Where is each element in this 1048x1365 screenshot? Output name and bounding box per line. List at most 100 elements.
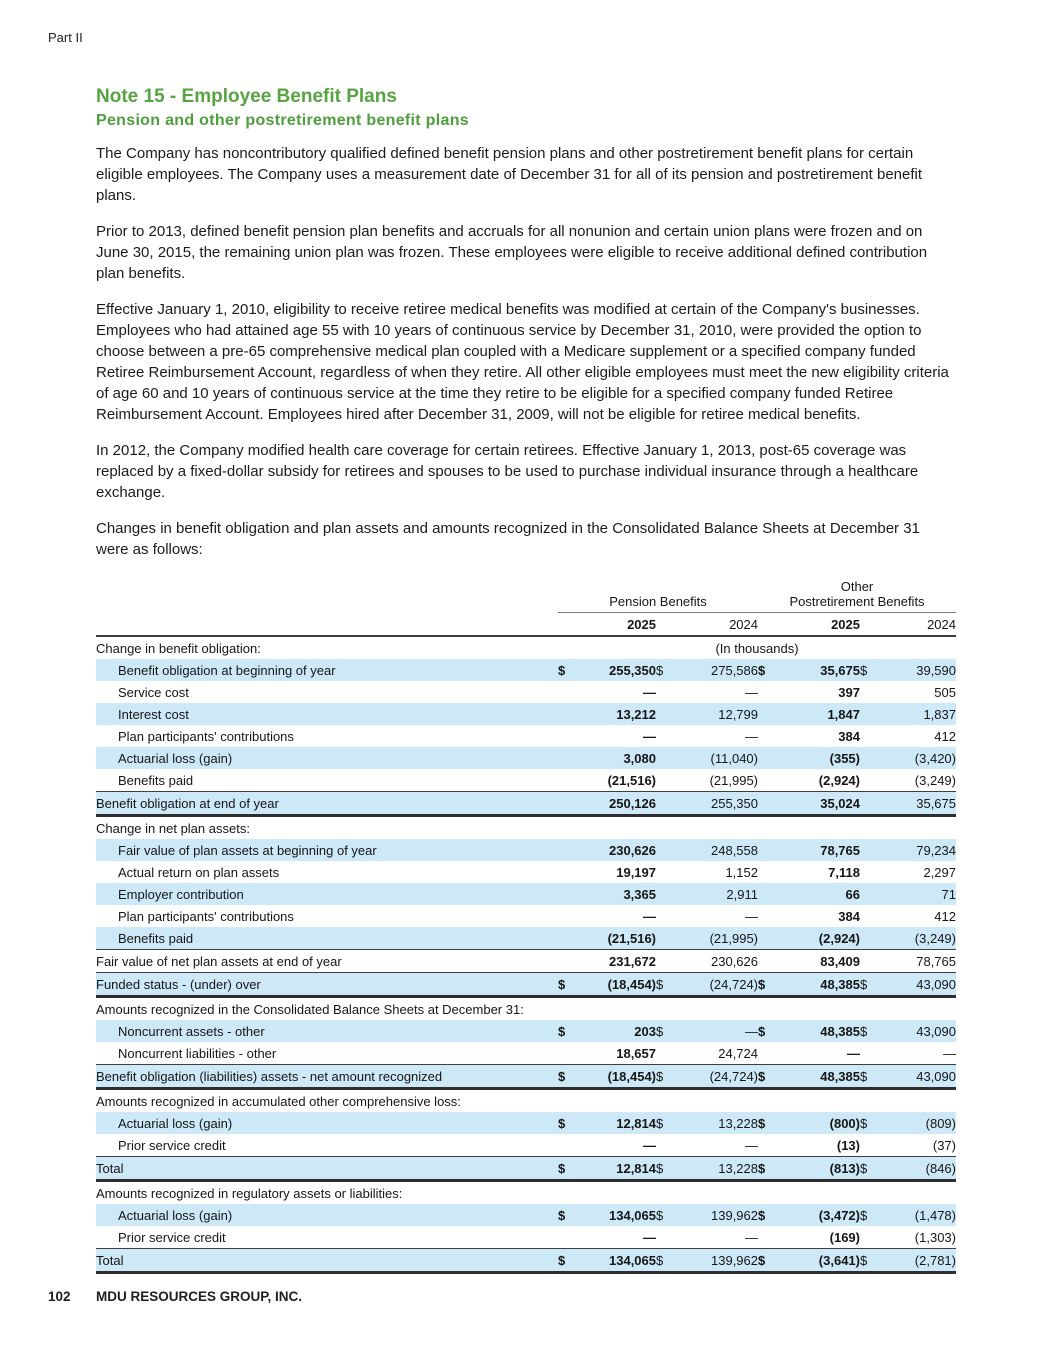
value-cell: 139,962	[682, 1248, 758, 1274]
row-label: Total	[96, 1156, 558, 1182]
value-cell: 3,080	[580, 747, 656, 769]
table-row: Total $134,065 $139,962 $ (3,641) $ (2,781)	[96, 1248, 956, 1274]
value-cell: —	[943, 1046, 956, 1061]
value-cell: 12,814	[580, 1112, 656, 1134]
currency-symbol-cell: $	[860, 1064, 886, 1090]
value-cell: (3,249)	[886, 927, 956, 950]
currency-symbol-cell	[860, 725, 886, 747]
table-row: Fair value of net plan assets at end of …	[96, 949, 956, 973]
value-cell: 24,724	[718, 1046, 758, 1061]
empty-cell	[558, 816, 956, 840]
value-cell: 48,385	[784, 972, 860, 998]
currency-symbol-cell	[860, 927, 886, 950]
value-cell: 250,126	[580, 791, 656, 817]
value-cell: (800)	[784, 1112, 860, 1134]
currency-symbol-cell	[758, 905, 784, 927]
currency-symbol-cell	[860, 791, 886, 817]
currency-symbol-cell	[758, 1134, 784, 1157]
value-cell: 505	[934, 685, 956, 700]
row-label: Total	[96, 1248, 558, 1274]
part-label: Part II	[48, 30, 83, 45]
value-cell: (3,472)	[784, 1204, 860, 1226]
value-cell: (809)	[886, 1112, 956, 1134]
currency-symbol-cell	[758, 703, 784, 725]
value-cell: 48,385	[784, 1064, 860, 1090]
value-cell: —	[847, 1046, 860, 1061]
benefit-obligation-table: Pension Benefits Other Postretirement Be…	[96, 575, 956, 1274]
currency-symbol-cell	[656, 861, 682, 883]
paragraph-healthcare-exchange: In 2012, the Company modified health car…	[96, 442, 919, 501]
value-cell: 255,350	[682, 791, 758, 817]
value-cell: (21,995)	[709, 773, 758, 788]
table-corner-cell	[96, 575, 558, 613]
currency-symbol-cell	[758, 949, 784, 973]
currency-symbol-cell	[656, 1042, 682, 1065]
value-cell: 412	[934, 909, 956, 924]
table-row: Plan participants' contributions — — 384 412	[96, 725, 956, 747]
value-cell: 384	[838, 729, 860, 744]
currency-symbol-cell	[758, 1042, 784, 1065]
value-cell: 2,911	[682, 883, 758, 905]
note-title: Note 15 - Employee Benefit Plans	[96, 86, 397, 107]
row-label: Benefit obligation at beginning of year	[96, 659, 558, 681]
table-row: Noncurrent liabilities - other 18,657 24,7…	[96, 1042, 956, 1065]
value-cell: —	[745, 729, 758, 744]
currency-symbol-cell	[860, 1134, 886, 1157]
currency-symbol-cell	[656, 1226, 682, 1249]
table-row: Funded status - (under) over $ (18,454) $ (2…	[96, 972, 956, 998]
value-cell: 384	[838, 909, 860, 924]
row-label: Amounts recognized in the Consolidated B…	[96, 1002, 524, 1017]
table-row: Plan participants' contributions — — 384 412	[96, 905, 956, 927]
value-cell: (355)	[784, 747, 860, 769]
row-label: Amounts recognized in regulatory assets …	[96, 1186, 403, 1201]
currency-symbol-cell: $	[656, 1248, 682, 1274]
value-cell: —	[643, 1230, 656, 1245]
currency-symbol-cell	[860, 681, 886, 703]
currency-symbol-cell: $	[860, 1020, 886, 1042]
empty-cell	[558, 1181, 956, 1205]
currency-symbol-cell: $	[758, 1156, 784, 1182]
units-note: (In thousands)	[715, 641, 799, 656]
currency-symbol-cell	[758, 927, 784, 950]
value-cell: 43,090	[886, 1064, 956, 1090]
currency-symbol-cell: $	[558, 659, 580, 681]
table-row: Prior service credit — — (13) (37)	[96, 1134, 956, 1157]
value-cell: 66	[784, 883, 860, 905]
currency-symbol-cell	[758, 861, 784, 883]
table-row: Benefits paid (21,516) (21,995) (2,924) (3,2…	[96, 927, 956, 950]
currency-symbol-cell	[758, 883, 784, 905]
currency-symbol-cell	[860, 883, 886, 905]
currency-symbol-cell	[860, 747, 886, 769]
row-label: Fair value of plan assets at beginning o…	[96, 839, 558, 861]
value-cell: (846)	[886, 1156, 956, 1182]
value-cell: 79,234	[886, 839, 956, 861]
currency-symbol-cell: $	[558, 972, 580, 998]
value-cell: (13)	[836, 1138, 860, 1153]
table-section-row: Change in net plan assets:	[96, 816, 956, 840]
currency-symbol-cell: $	[558, 1204, 580, 1226]
page-number: 102	[48, 1289, 71, 1304]
row-label: Fair value of net plan assets at end of …	[96, 949, 558, 973]
value-cell: 78,765	[886, 949, 956, 973]
row-label: Amounts recognized in accumulated other …	[96, 1094, 461, 1109]
row-label: Noncurrent liabilities - other	[118, 1046, 277, 1061]
value-cell: (2,924)	[818, 773, 860, 788]
table-section-row: Amounts recognized in accumulated other …	[96, 1089, 956, 1113]
currency-symbol-cell	[558, 861, 580, 883]
currency-symbol-cell: $	[860, 972, 886, 998]
currency-symbol-cell: $	[758, 1248, 784, 1274]
value-cell: —	[643, 1138, 656, 1153]
value-cell: (18,454)	[580, 972, 656, 998]
value-cell: 230,626	[682, 949, 758, 973]
note-content: Note 15 - Employee Benefit Plans Pension…	[96, 86, 956, 1274]
value-cell: (11,040)	[682, 747, 758, 769]
value-cell: 43,090	[886, 1020, 956, 1042]
value-cell: 203	[580, 1020, 656, 1042]
currency-symbol-cell: $	[758, 1020, 784, 1042]
value-cell: (21,995)	[682, 927, 758, 950]
row-label: Actuarial loss (gain)	[96, 1112, 558, 1134]
value-cell: (24,724)	[682, 972, 758, 998]
value-cell: 255,350	[580, 659, 656, 681]
column-group-pension-benefits: Pension Benefits	[558, 575, 758, 613]
value-cell: 35,675	[784, 659, 860, 681]
